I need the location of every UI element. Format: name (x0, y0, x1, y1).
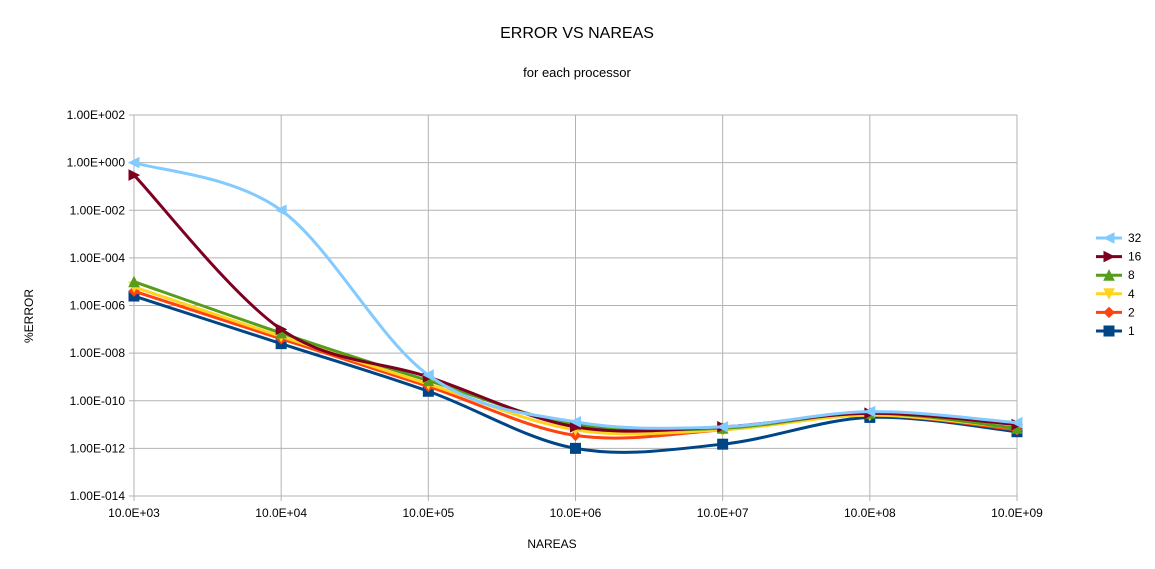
legend-item-1: 1 (1096, 324, 1135, 338)
y-tick-label: 1.00E-002 (70, 203, 126, 217)
chart-title: ERROR VS NAREAS (500, 25, 654, 42)
legend-item-8: 8 (1096, 268, 1135, 282)
data-point (570, 442, 581, 454)
x-axis-ticks: 10.0E+03 10.0E+04 10.0E+05 10.0E+06 10.0E+07… (108, 506, 1043, 520)
data-point (275, 323, 288, 336)
legend-label: 32 (1128, 231, 1142, 245)
legend-label: 16 (1128, 250, 1142, 264)
data-point (128, 275, 140, 288)
legend-item-16: 16 (1096, 250, 1142, 264)
y-tick-label: 1.00E+002 (67, 108, 126, 122)
series-layer (127, 156, 1024, 454)
data-point (863, 405, 876, 418)
data-point (1010, 416, 1023, 429)
x-tick-label: 10.0E+07 (697, 506, 749, 520)
y-tick-label: 1.00E-012 (70, 441, 126, 455)
legend-marker (1103, 325, 1115, 337)
grid (129, 114, 1018, 501)
legend-item-4: 4 (1096, 287, 1135, 301)
legend-marker (1103, 250, 1116, 263)
legend-label: 4 (1128, 287, 1135, 301)
data-point (569, 416, 581, 428)
y-tick-label: 1.00E-006 (70, 299, 126, 313)
y-tick-label: 1.00E-008 (70, 346, 126, 360)
legend-label: 8 (1128, 268, 1135, 282)
legend-label: 2 (1128, 305, 1135, 319)
legend-item-2: 2 (1096, 305, 1135, 319)
x-tick-label: 10.0E+03 (108, 506, 160, 520)
x-tick-label: 10.0E+09 (991, 506, 1043, 520)
x-axis-label: NAREAS (527, 537, 576, 551)
x-tick-label: 10.0E+04 (255, 506, 307, 520)
x-tick-label: 10.0E+08 (844, 506, 896, 520)
data-point (275, 204, 287, 217)
y-axis-ticks: 1.00E+002 1.00E+000 1.00E-002 1.00E-004 1.00… (67, 108, 126, 503)
y-tick-label: 1.00E-004 (70, 251, 126, 265)
data-point (717, 438, 729, 450)
legend-marker (1103, 269, 1115, 281)
legend-item-32: 32 (1096, 231, 1142, 245)
legend-marker (1103, 306, 1115, 319)
legend-marker (1102, 232, 1115, 244)
data-point (128, 169, 141, 181)
y-tick-label: 1.00E-010 (70, 394, 126, 408)
data-point (716, 421, 729, 433)
y-axis-label: %ERROR (22, 289, 36, 343)
y-tick-label: 1.00E-014 (70, 489, 126, 503)
series-32 (127, 156, 1023, 433)
x-tick-label: 10.0E+05 (402, 506, 454, 520)
data-point (127, 156, 140, 169)
legend: 32 16 8 4 2 1 (1096, 231, 1142, 338)
legend-label: 1 (1128, 324, 1135, 338)
x-tick-label: 10.0E+06 (550, 506, 602, 520)
data-point (422, 369, 434, 381)
legend-marker (1103, 288, 1115, 300)
y-tick-label: 1.00E+000 (67, 156, 126, 170)
chart-subtitle: for each processor (523, 65, 631, 80)
